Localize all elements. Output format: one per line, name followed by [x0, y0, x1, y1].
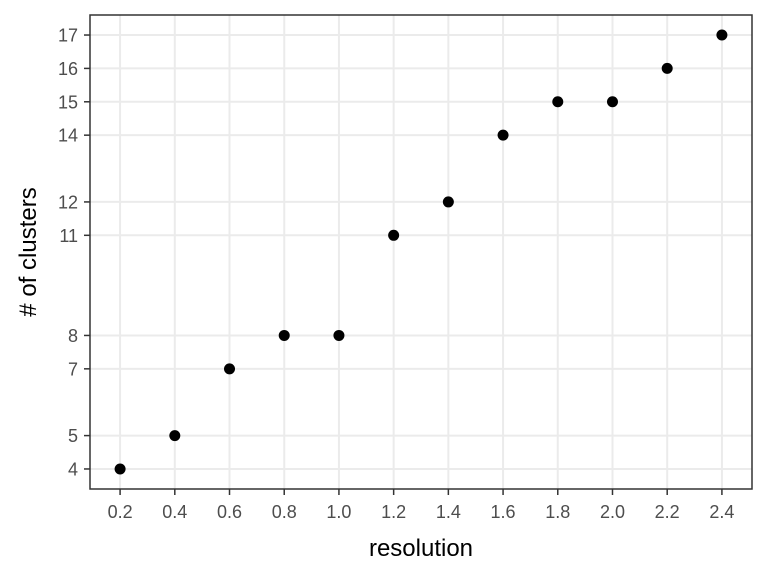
y-tick-label: 11 — [59, 226, 78, 246]
axis-ticks — [84, 34, 723, 495]
data-point — [716, 29, 728, 41]
x-tick-label: 0.2 — [108, 502, 133, 522]
x-tick-label: 2.0 — [600, 502, 625, 522]
data-point — [552, 96, 564, 108]
x-tick-label: 1.8 — [545, 502, 570, 522]
data-point — [606, 96, 618, 108]
y-tick-label: 5 — [68, 426, 78, 446]
y-tick-label: 7 — [68, 359, 78, 379]
x-tick-label: 0.6 — [217, 502, 242, 522]
y-tick-label: 15 — [58, 92, 78, 112]
x-tick-label: 1.4 — [436, 502, 461, 522]
y-tick-label: 17 — [58, 26, 78, 46]
x-tick-label: 2.4 — [709, 502, 734, 522]
data-point — [224, 363, 236, 375]
data-points — [114, 29, 728, 475]
y-tick-label: 4 — [68, 459, 78, 479]
y-tick-labels: 4 5 7 8 11 12 14 15 16 17 — [58, 26, 78, 480]
data-point — [442, 196, 454, 208]
data-point — [388, 229, 400, 241]
y-tick-label: 14 — [58, 126, 78, 146]
data-point — [114, 463, 126, 475]
x-tick-label: 1.0 — [326, 502, 351, 522]
y-tick-label: 16 — [58, 59, 78, 79]
x-tick-label: 0.4 — [162, 502, 187, 522]
x-tick-label: 1.2 — [381, 502, 406, 522]
data-point — [333, 329, 345, 341]
data-point — [661, 62, 673, 74]
y-tick-label: 8 — [68, 326, 78, 346]
x-tick-label: 0.8 — [272, 502, 297, 522]
x-axis-title: resolution — [369, 535, 473, 562]
y-tick-label: 12 — [58, 192, 78, 212]
data-point — [169, 430, 181, 442]
x-tick-label: 1.6 — [491, 502, 516, 522]
x-tick-label: 2.2 — [655, 502, 680, 522]
data-point — [497, 129, 509, 141]
panel-border — [89, 14, 753, 490]
x-tick-labels: 0.2 0.4 0.6 0.8 1.0 1.2 1.4 1.6 1.8 2.0 2.2 2.4 — [108, 502, 735, 522]
y-axis-title: # of clusters — [15, 187, 42, 316]
grid-lines — [90, 15, 752, 489]
data-point — [278, 329, 290, 341]
